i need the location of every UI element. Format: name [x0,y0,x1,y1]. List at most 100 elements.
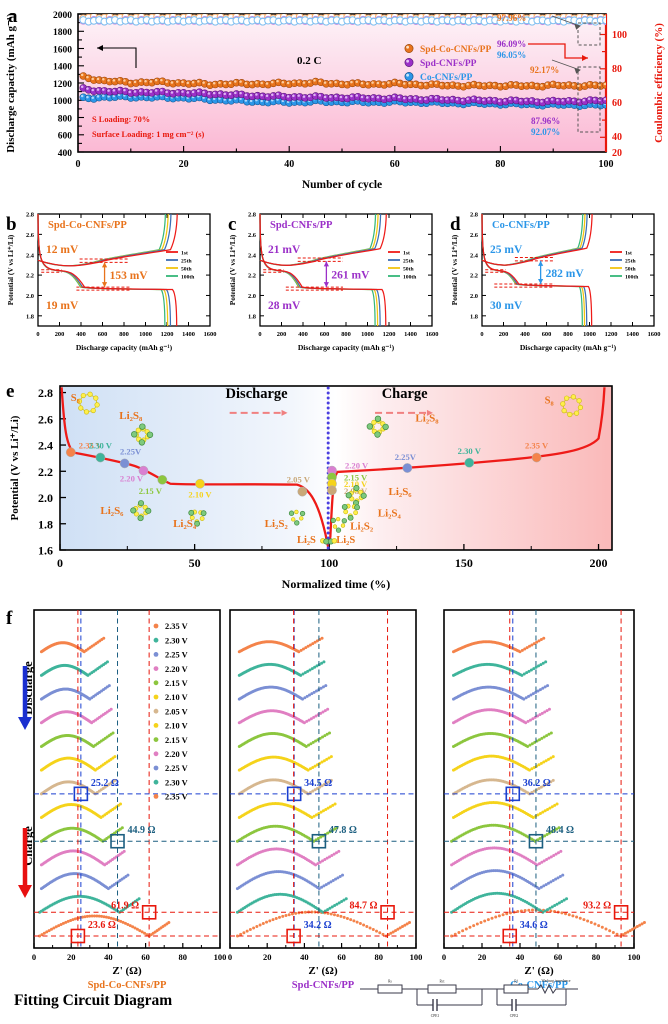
panel-a-ylabel: Discharge capacity (mAh g⁻¹) [5,13,17,153]
data-point-highlight [170,81,174,84]
data-point-highlight [360,95,364,99]
divider-dot [326,386,330,390]
data-point-highlight [307,80,311,84]
legend-label-1st: 1st [403,250,410,256]
eis-tail-point [545,709,549,713]
eis-resistance-label: 36.2 Ω [523,778,551,789]
eis-tail-point [334,851,338,855]
gap-arrow-head-up [101,262,108,268]
data-point-highlight [487,82,490,86]
xtick-label: 800 [563,331,573,338]
eis-data-point [265,920,269,924]
eis-tail-point [532,789,536,793]
eis-data-point [239,932,243,936]
eis-data-point [268,919,272,923]
data-point-highlight [329,95,332,98]
eis-tail-point [543,809,547,813]
panel-e-ytick-label: 1.6 [38,544,53,558]
eis-tail-point [323,709,327,713]
eis-tail-point [552,828,556,832]
circuit-svg: Fitting Circuit Diagram Rs Rct Rf CPE1 C… [14,979,578,1018]
eis-tail-point [314,689,318,693]
eis-data-point [131,925,135,929]
warburg-element [537,983,560,995]
callout-box-cap [577,66,601,133]
eis-tail-point [546,684,550,688]
panel-bcd: b 1.8 2.0 2.2 2.4 2.6 2.8 0 200 400 600 800 1000 1200… [0,198,668,370]
eis-tail-point [635,925,639,929]
eis-tail-point [396,927,400,931]
eis-data-point [518,650,522,654]
resistor-rs [377,984,403,994]
data-point-highlight [149,80,153,83]
note-surface-loading: Surface Loading: 1 mg cm⁻² (s) [92,130,205,139]
eis-tail-point [320,636,324,640]
data-point-highlight [466,97,469,101]
eis-tail-point [319,686,323,690]
eis-tail-point [137,897,141,901]
annotation-top-mv: 21 mV [268,244,301,256]
data-point-highlight [223,92,226,96]
eis-data-point [381,932,385,936]
eis-tail-point [549,731,553,735]
eis-data-point [97,914,101,918]
data-point-highlight [265,94,269,98]
voltage-point-charge [327,485,337,496]
lithium-atom [137,515,144,522]
eis-xtick-label: 60 [141,952,150,962]
eis-tail-point [307,718,311,722]
eis-tail-point [529,668,533,672]
sulfur-atom [78,405,84,411]
eis-tail-point [546,908,550,912]
xtick-label: 1200 [383,331,396,338]
data-point-highlight [450,97,454,100]
data-point-highlight [181,90,184,93]
eis-tail-point [327,780,331,784]
data-point-highlight [360,81,364,85]
data-point-highlight [366,82,369,85]
series-cap-spd-co-cnfs [79,72,606,91]
eis-tail-point [327,881,331,885]
eis-tail-point [318,736,322,740]
data-point-highlight [323,81,327,84]
eis-tail-point [528,644,531,648]
data-point-highlight [286,81,290,85]
svg-text:600: 600 [58,132,73,142]
eis-tail-point [331,879,335,883]
panel-e-ylabel: Potential (V vs Li⁺/Li) [9,415,21,520]
data-point-highlight [355,94,358,97]
eis-tail-point [325,757,329,761]
sulfur-atom [349,496,355,502]
panel-e-ytick-label: 1.8 [38,517,53,531]
data-point-highlight [381,82,385,85]
svg-text:2000: 2000 [53,11,72,21]
data-point-highlight [212,91,216,95]
eis-xtick-label: 40 [104,952,113,962]
eis-tail-point [328,830,332,834]
annotation-cap-spd-cnfs: 87.96% [531,116,560,126]
eis-data-point [375,929,379,933]
data-point-highlight [96,77,100,81]
label-warburg: Warburg impedance [542,979,571,983]
divider-dot [326,461,330,465]
eis-tail-point [550,805,554,809]
data-point-highlight [197,80,200,83]
sulfur-atom [564,395,570,401]
ytick-label: 2.8 [26,212,34,219]
panel-e-frame [59,385,613,551]
eis-data-point [524,721,528,725]
species-label-li2s-charge: Li₂S [336,535,355,546]
eis-tail-point [555,902,559,906]
eis-data-point [52,926,56,930]
ytick-label: 2.8 [248,212,256,219]
eis-tail-point [537,786,541,790]
eis-tail-point [394,929,398,933]
eis-legend-label: 2.25 V [165,651,188,660]
eis-resistance-label: 34.2 Ω [304,920,332,931]
panel-d-ylabel: Potential (V vs Li⁺/Li) [450,234,459,305]
lithium-atom [360,492,367,499]
panel-e-svg: e 1.6 1.8 2.0 2.2 2.4 2.6 2.8 0 50 100 150 200 Disch… [6,381,613,591]
eis-xtick-label: 80 [592,952,601,962]
eis-legend-marker [153,723,159,728]
data-point-highlight [577,84,580,88]
